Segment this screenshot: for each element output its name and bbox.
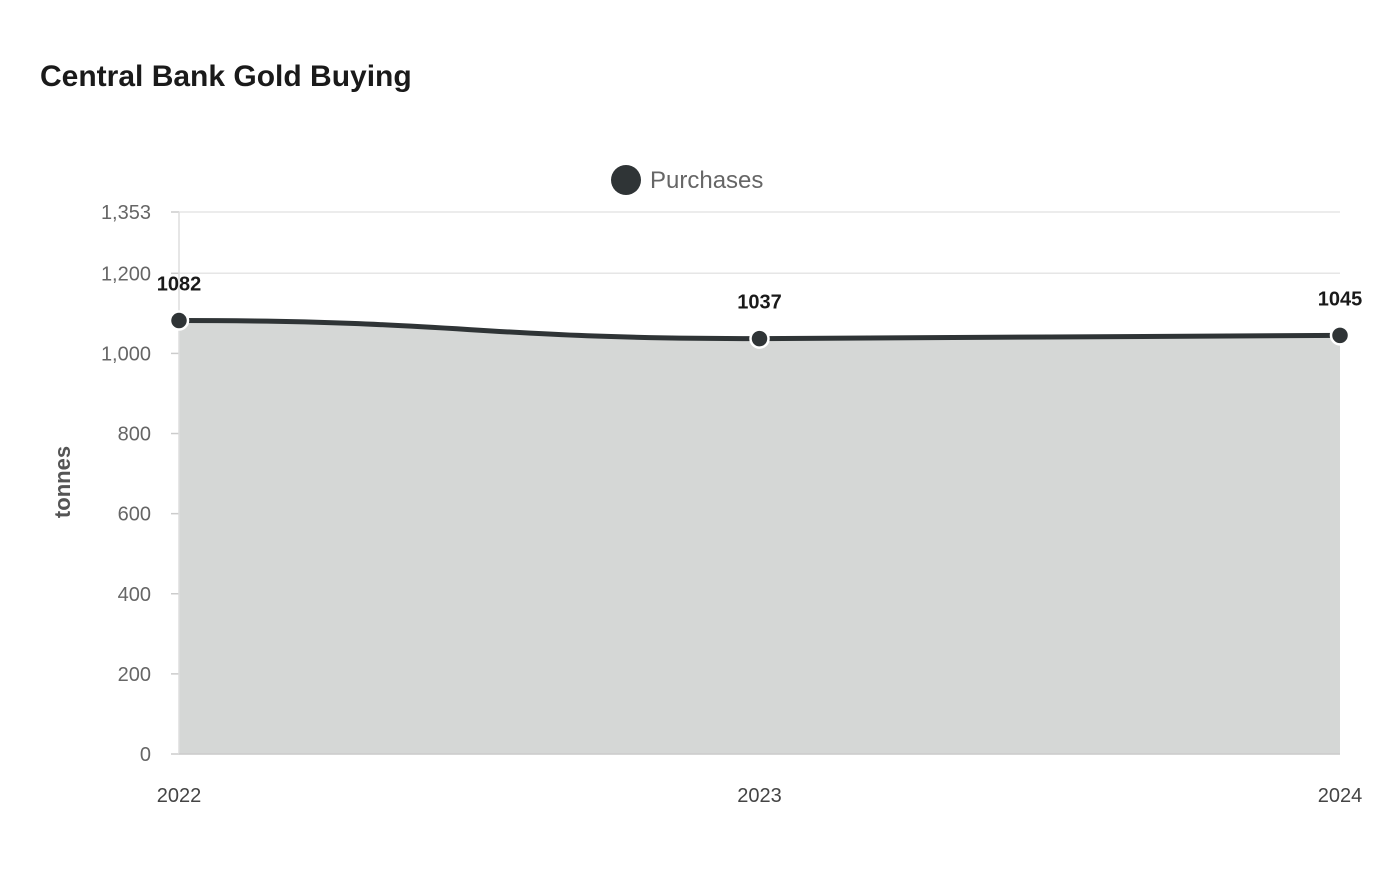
area-fill-purchases — [179, 320, 1340, 754]
legend[interactable]: Purchases — [611, 165, 763, 195]
data-label: 1045 — [1318, 288, 1363, 310]
x-tick-label: 2022 — [157, 785, 202, 807]
y-tick-label: 800 — [118, 424, 151, 446]
points — [168, 310, 1351, 349]
y-tick-label: 1,353 — [101, 202, 151, 224]
y-axis-title: tonnes — [50, 446, 75, 518]
legend-label-purchases[interactable]: Purchases — [650, 167, 763, 194]
data-point[interactable] — [168, 310, 190, 331]
data-labels: 1082 1037 1045 — [157, 274, 1363, 314]
y-tick-label: 200 — [118, 664, 151, 686]
data-point[interactable] — [749, 328, 770, 349]
area-layer — [179, 320, 1340, 754]
data-label: 1037 — [737, 292, 782, 314]
x-tick-label: 2024 — [1318, 785, 1363, 807]
data-label: 1082 — [157, 274, 202, 296]
y-tick-label: 0 — [140, 744, 151, 766]
data-point[interactable] — [1329, 325, 1351, 346]
chart-title: Central Bank Gold Buying — [40, 60, 412, 93]
legend-swatch[interactable] — [611, 165, 641, 195]
y-tick-label: 600 — [118, 504, 151, 526]
axes: 0 200 400 600 800 1,000 1,200 1,353 2022 2023 2024 — [101, 202, 1362, 807]
y-tick-label: 1,200 — [101, 263, 151, 285]
y-tick-label: 400 — [118, 584, 151, 606]
y-tick-label: 1,000 — [101, 343, 151, 365]
x-tick-label: 2023 — [737, 785, 782, 807]
